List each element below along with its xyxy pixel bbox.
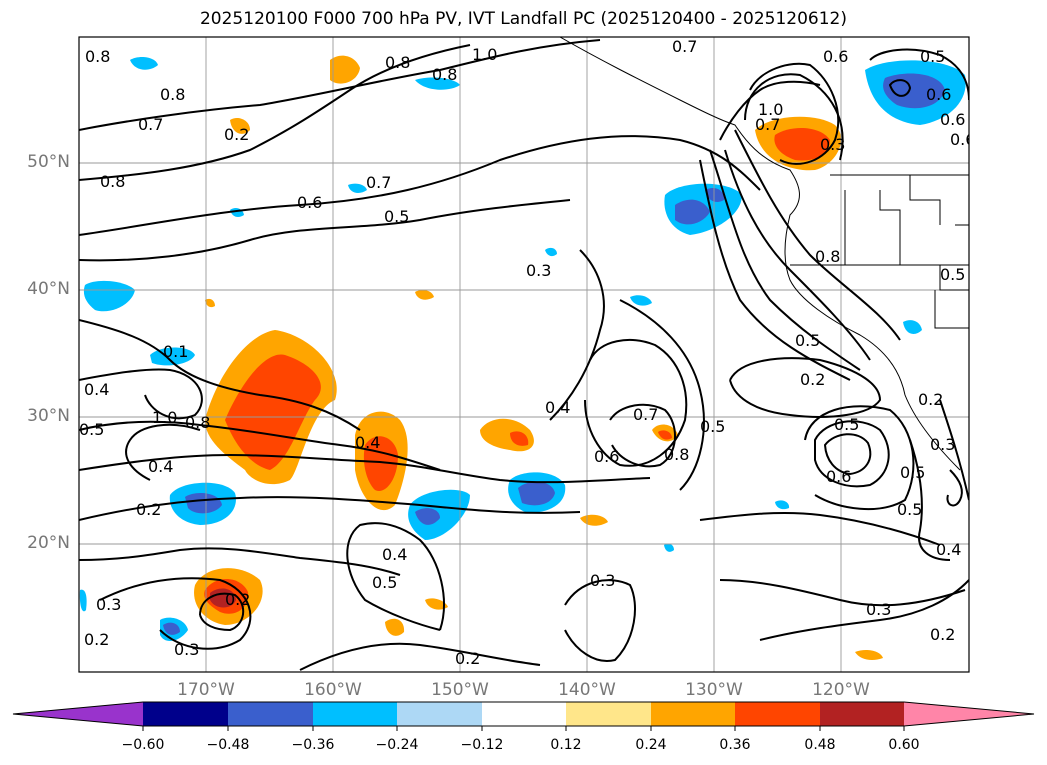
colorbar-segment (143, 702, 228, 726)
contour-label: 0.3 (930, 435, 955, 454)
contour-label: 0.4 (84, 380, 109, 399)
colorbar-tick-label: −0.60 (121, 737, 165, 753)
colorbar (12, 701, 1035, 731)
contour-label: 0.8 (664, 445, 689, 464)
colorbar-segment (397, 702, 482, 726)
contour-label: 0.6 (940, 110, 965, 129)
contour-label: 0.4 (355, 433, 380, 452)
colorbar-tick-label: −0.24 (375, 737, 419, 753)
contour-label: 0.6 (826, 467, 851, 486)
contour-label: 0.8 (85, 47, 110, 66)
map-frame (78, 36, 970, 673)
contour-label: 1.0 (472, 45, 497, 64)
contour-label: 0.3 (866, 600, 891, 619)
contour-label: 0.5 (900, 463, 925, 482)
contour-label: 0.6 (950, 130, 975, 149)
lon-label: 160°W (304, 680, 362, 700)
colorbar-segment (228, 702, 313, 726)
contour-label: 0.8 (185, 413, 210, 432)
contour-label: 0.5 (79, 420, 104, 439)
positive-shading (194, 55, 883, 660)
lon-label: 170°W (177, 680, 235, 700)
contour-label: 1.0 (758, 100, 783, 119)
contour-label: 0.6 (297, 193, 322, 212)
lat-label: 50°N (27, 152, 70, 172)
contour-label: 0.3 (820, 135, 845, 154)
contour-label: 0.6 (926, 85, 951, 104)
contour-label: 0.5 (834, 415, 859, 434)
contour-label: 0.2 (455, 649, 480, 668)
lat-label: 40°N (27, 279, 70, 299)
colorbar-segment (566, 702, 651, 726)
contour-label: 0.5 (897, 500, 922, 519)
colorbar-segment (735, 702, 820, 726)
contour-label: 0.8 (160, 85, 185, 104)
contour-label: 0.6 (823, 47, 848, 66)
contour-label: 0.5 (372, 573, 397, 592)
contour-label: 0.2 (224, 125, 249, 144)
contour-label: 0.3 (590, 571, 615, 590)
contour-label: 1.0 (152, 408, 177, 427)
contour-label: 0.2 (918, 390, 943, 409)
contour-label: 0.2 (800, 370, 825, 389)
contour-label: 0.4 (545, 398, 570, 417)
colorbar-tick-label: 0.24 (635, 737, 667, 753)
contour-label: 0.7 (672, 37, 697, 56)
negative-shading (79, 57, 966, 642)
colorbar-tick-label: 0.60 (888, 737, 920, 753)
colorbar-ticks (142, 726, 905, 731)
lat-label: 30°N (27, 406, 70, 426)
contour-label: 0.2 (930, 625, 955, 644)
contour-label: 0.8 (385, 53, 410, 72)
colorbar-extension-left (13, 702, 143, 726)
map-title: 2025120100 F000 700 hPa PV, IVT Landfall… (199, 9, 847, 29)
colorbar-segment (820, 702, 904, 726)
lon-label: 140°W (558, 680, 616, 700)
pv-contours (79, 39, 969, 671)
contour-label: 0.2 (84, 630, 109, 649)
contour-label: 0.7 (138, 115, 163, 134)
contour-label: 0.4 (936, 540, 961, 559)
contour-label: 0.5 (700, 417, 725, 436)
map-plot-area: 0.8 0.8 0.7 0.2 0.8 1.0 0.8 0.7 0.5 0.6 … (79, 37, 975, 672)
colorbar-tick-label: 0.12 (550, 737, 582, 753)
contour-label: 0.8 (100, 172, 125, 191)
contour-label: 0.2 (225, 590, 250, 609)
contour-label: 0.8 (815, 247, 840, 266)
contour-labels: 0.8 0.8 0.7 0.2 0.8 1.0 0.8 0.7 0.5 0.6 … (79, 37, 975, 668)
colorbar-tick-label: −0.48 (206, 737, 250, 753)
colorbar-segment (482, 702, 566, 726)
colorbar-tick-label: −0.36 (291, 737, 335, 753)
colorbar-tick-label: 0.48 (804, 737, 836, 753)
graticule (79, 37, 969, 672)
colorbar-segment (313, 702, 397, 726)
contour-label: 0.3 (174, 640, 199, 659)
contour-label: 0.8 (432, 65, 457, 84)
contour-label: 0.5 (384, 207, 409, 226)
colorbar-segment (651, 702, 735, 726)
contour-label: 0.5 (940, 265, 965, 284)
contour-label: 0.7 (366, 173, 391, 192)
contour-label: 0.6 (594, 447, 619, 466)
contour-label: 0.7 (755, 115, 780, 134)
contour-label: 0.7 (633, 405, 658, 424)
colorbar-tick-label: 0.36 (719, 737, 751, 753)
contour-label: 0.4 (148, 457, 173, 476)
contour-label: 0.3 (526, 261, 551, 280)
colorbar-tick-label: −0.12 (460, 737, 504, 753)
colorbar-extension-right (904, 702, 1034, 726)
contour-label: 0.5 (795, 331, 820, 350)
lon-label: 150°W (431, 680, 489, 700)
contour-label: 0.5 (920, 47, 945, 66)
contour-label: 0.3 (96, 595, 121, 614)
lon-label: 120°W (812, 680, 870, 700)
contour-label: 0.2 (136, 500, 161, 519)
lon-label: 130°W (685, 680, 743, 700)
contour-label: 0.1 (163, 342, 188, 361)
lat-label: 20°N (27, 533, 70, 553)
contour-label: 0.4 (382, 545, 407, 564)
